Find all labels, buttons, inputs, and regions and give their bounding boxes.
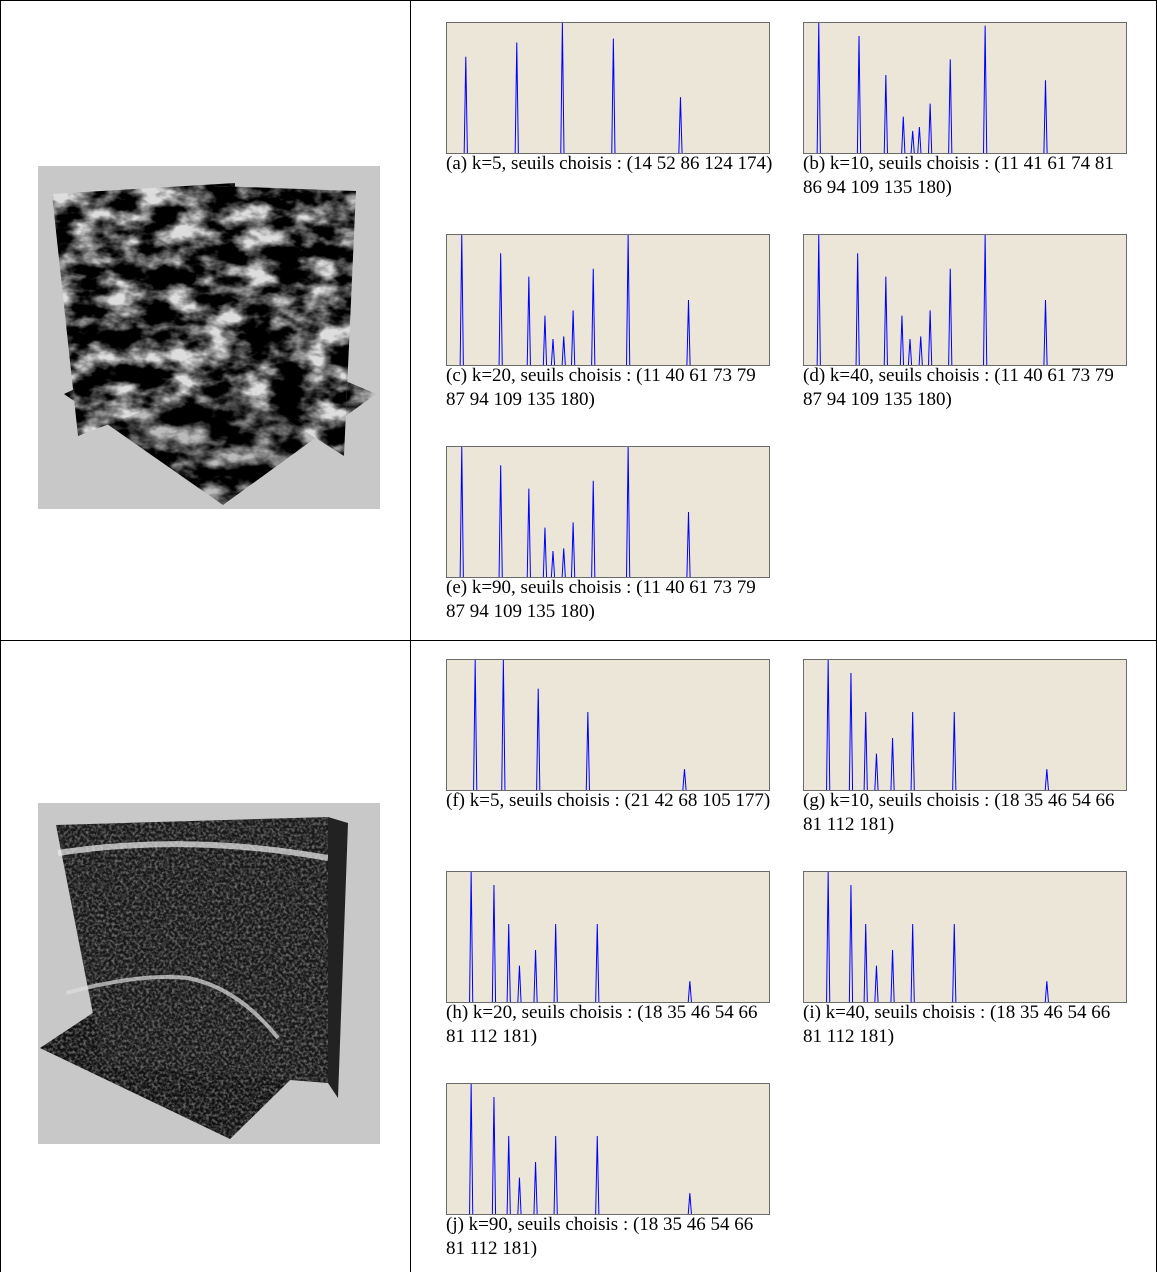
histogram	[446, 1083, 770, 1215]
subfigure: (j) k=90, seuils choisis : (18 35 46 54 …	[446, 1083, 776, 1261]
histogram	[803, 22, 1127, 154]
figure-table: (a) k=5, seuils choisis : (14 52 86 124 …	[0, 0, 1157, 1272]
volume-render	[38, 166, 380, 509]
table-border	[0, 0, 1157, 1]
caption: (j) k=90, seuils choisis : (18 35 46 54 …	[446, 1213, 776, 1261]
caption: (e) k=90, seuils choisis : (11 40 61 73 …	[446, 576, 776, 624]
table-border	[0, 640, 1157, 641]
histogram	[446, 446, 770, 578]
subfigure: (h) k=20, seuils choisis : (18 35 46 54 …	[446, 871, 776, 1049]
subfigure: (a) k=5, seuils choisis : (14 52 86 124 …	[446, 22, 776, 176]
caption: (b) k=10, seuils choisis : (11 41 61 74 …	[803, 152, 1133, 200]
subfigure: (c) k=20, seuils choisis : (11 40 61 73 …	[446, 234, 776, 412]
histogram	[446, 234, 770, 366]
subfigure: (g) k=10, seuils choisis : (18 35 46 54 …	[803, 659, 1133, 837]
table-border	[410, 0, 411, 1272]
plot-background	[447, 660, 770, 791]
caption: (i) k=40, seuils choisis : (18 35 46 54 …	[803, 1001, 1133, 1049]
caption: (a) k=5, seuils choisis : (14 52 86 124 …	[446, 152, 776, 176]
plot-background	[447, 447, 770, 578]
table-border	[0, 0, 1, 1272]
caption: (g) k=10, seuils choisis : (18 35 46 54 …	[803, 789, 1133, 837]
histogram	[803, 871, 1127, 1003]
subfigure: (f) k=5, seuils choisis : (21 42 68 105 …	[446, 659, 776, 813]
subfigure: (d) k=40, seuils choisis : (11 40 61 73 …	[803, 234, 1133, 412]
subfigure: (i) k=40, seuils choisis : (18 35 46 54 …	[803, 871, 1133, 1049]
plot-background	[804, 235, 1127, 366]
histogram	[446, 871, 770, 1003]
histogram	[803, 659, 1127, 791]
volume-render	[38, 803, 380, 1144]
caption: (c) k=20, seuils choisis : (11 40 61 73 …	[446, 364, 776, 412]
plot-background	[804, 23, 1127, 154]
histogram	[446, 22, 770, 154]
histogram	[803, 234, 1127, 366]
plot-background	[447, 235, 770, 366]
caption: (d) k=40, seuils choisis : (11 40 61 73 …	[803, 364, 1133, 412]
histogram	[446, 659, 770, 791]
plot-background	[447, 23, 770, 154]
caption: (h) k=20, seuils choisis : (18 35 46 54 …	[446, 1001, 776, 1049]
caption: (f) k=5, seuils choisis : (21 42 68 105 …	[446, 789, 776, 813]
subfigure: (b) k=10, seuils choisis : (11 41 61 74 …	[803, 22, 1133, 200]
subfigure: (e) k=90, seuils choisis : (11 40 61 73 …	[446, 446, 776, 624]
